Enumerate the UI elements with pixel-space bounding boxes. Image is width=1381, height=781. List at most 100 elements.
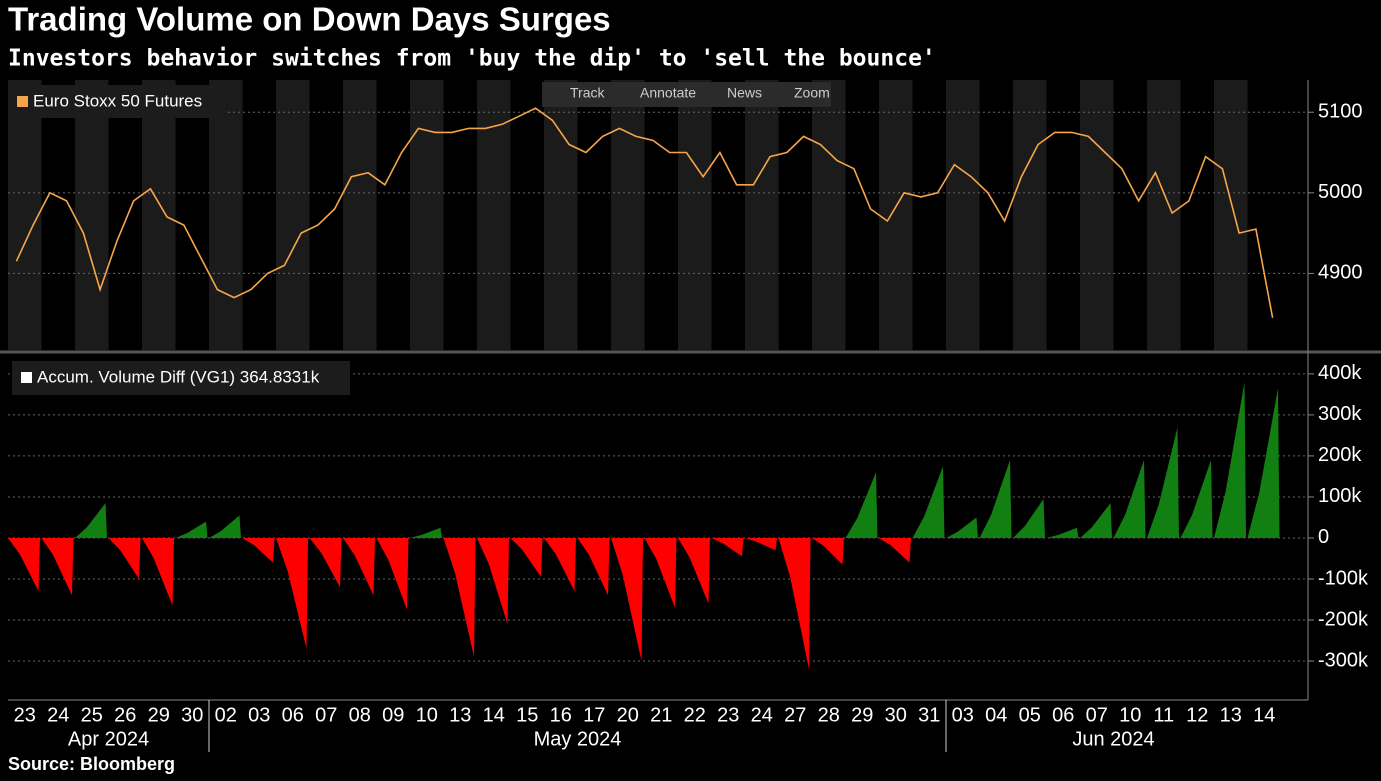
y-tick-label: 0 <box>1318 526 1329 548</box>
volume-area <box>510 538 543 577</box>
legend-label: Euro Stoxx 50 Futures <box>33 91 202 110</box>
x-tick-label: 17 <box>583 704 605 726</box>
day-stripe <box>1013 80 1047 350</box>
volume-area <box>1180 460 1213 538</box>
volume-area <box>175 521 208 538</box>
day-stripe <box>343 80 377 350</box>
y-tick-label: 5100 <box>1318 101 1363 123</box>
volume-area <box>242 538 275 563</box>
x-tick-label: 06 <box>282 704 304 726</box>
x-tick-label: 13 <box>449 704 471 726</box>
x-tick-label: 14 <box>1253 704 1275 726</box>
volume-area <box>979 460 1012 538</box>
x-tick-label: 11 <box>1153 704 1174 726</box>
day-stripe <box>8 80 42 350</box>
x-tick-label: 29 <box>851 704 873 726</box>
day-stripe <box>410 80 444 350</box>
x-tick-label: 09 <box>382 704 404 726</box>
day-stripe <box>879 80 913 350</box>
x-tick-label: 08 <box>349 704 371 726</box>
volume-area <box>1214 382 1246 538</box>
x-tick-label: 24 <box>47 704 69 726</box>
y-tick-label: 300k <box>1318 403 1362 425</box>
volume-area <box>611 538 643 661</box>
volume-area <box>75 503 107 538</box>
x-tick-label: 07 <box>315 704 337 726</box>
volume-area <box>879 538 911 563</box>
month-label: Apr 2024 <box>68 728 149 750</box>
volume-area <box>1046 527 1079 538</box>
volume-area <box>343 538 375 596</box>
volume-area <box>276 538 308 649</box>
x-tick-label: 12 <box>1186 704 1208 726</box>
volume-area <box>946 517 978 538</box>
legend-label: Accum. Volume Diff (VG1) 364.8331k <box>37 367 320 386</box>
x-tick-label: 22 <box>684 704 706 726</box>
x-tick-label: 20 <box>617 704 639 726</box>
x-tick-label: 29 <box>148 704 170 726</box>
x-tick-label: 05 <box>1019 704 1041 726</box>
y-tick-label: 100k <box>1318 485 1362 507</box>
day-stripe <box>946 80 980 350</box>
x-tick-label: 21 <box>650 704 672 726</box>
volume-area <box>477 538 509 625</box>
x-tick-label: 27 <box>784 704 806 726</box>
day-stripe <box>678 80 712 350</box>
source: Source: Bloomberg <box>8 754 175 774</box>
volume-area <box>912 466 945 538</box>
day-stripe <box>142 80 176 350</box>
price-line <box>15 107 1274 318</box>
toolbar-button[interactable]: Track <box>570 85 605 101</box>
toolbar-button[interactable]: Annotate <box>640 85 696 101</box>
x-tick-label: 02 <box>215 704 237 726</box>
x-tick-label: 10 <box>416 704 438 726</box>
day-stripe <box>75 80 109 350</box>
volume-area <box>209 515 241 538</box>
volume-area <box>544 538 576 592</box>
volume-area <box>142 538 174 606</box>
chart-subtitle: Investors behavior switches from 'buy th… <box>8 46 936 72</box>
volume-area <box>410 527 442 538</box>
volume-area <box>644 538 677 608</box>
y-tick-label: 400k <box>1318 362 1362 384</box>
day-stripe <box>1080 80 1114 350</box>
x-tick-label: 03 <box>952 704 974 726</box>
x-tick-label: 26 <box>114 704 136 726</box>
toolbar-button[interactable]: News <box>727 85 762 101</box>
x-tick-label: 25 <box>81 704 103 726</box>
day-stripe <box>1147 80 1181 350</box>
toolbar-button[interactable]: Zoom <box>794 85 830 101</box>
legend-swatch <box>21 372 32 383</box>
volume-area <box>376 538 409 610</box>
x-tick-label: 14 <box>483 704 505 726</box>
x-tick-label: 06 <box>1052 704 1074 726</box>
x-tick-label: 03 <box>248 704 270 726</box>
day-stripe <box>276 80 310 350</box>
volume-area <box>1247 388 1280 538</box>
day-stripe <box>477 80 511 350</box>
day-stripe <box>209 80 243 350</box>
day-stripe <box>812 80 846 350</box>
volume-area <box>309 538 342 588</box>
volume-area <box>745 538 777 551</box>
volume-area <box>577 538 610 596</box>
month-label: May 2024 <box>534 728 622 750</box>
day-stripe <box>611 80 645 350</box>
day-stripe <box>745 80 779 350</box>
chart-title: Trading Volume on Down Days Surges <box>8 1 611 38</box>
day-stripe <box>1214 80 1248 350</box>
y-tick-label: -200k <box>1318 608 1369 630</box>
legend-box <box>12 361 350 395</box>
x-tick-label: 15 <box>516 704 538 726</box>
x-tick-label: 31 <box>918 704 940 726</box>
volume-area <box>678 538 710 604</box>
x-tick-label: 10 <box>1119 704 1141 726</box>
x-tick-label: 04 <box>985 704 1007 726</box>
x-tick-label: 23 <box>717 704 739 726</box>
volume-area <box>443 538 476 657</box>
day-stripes <box>8 80 1248 350</box>
toolbar <box>542 82 831 107</box>
volume-area <box>1013 499 1045 538</box>
volume-area <box>41 538 74 596</box>
